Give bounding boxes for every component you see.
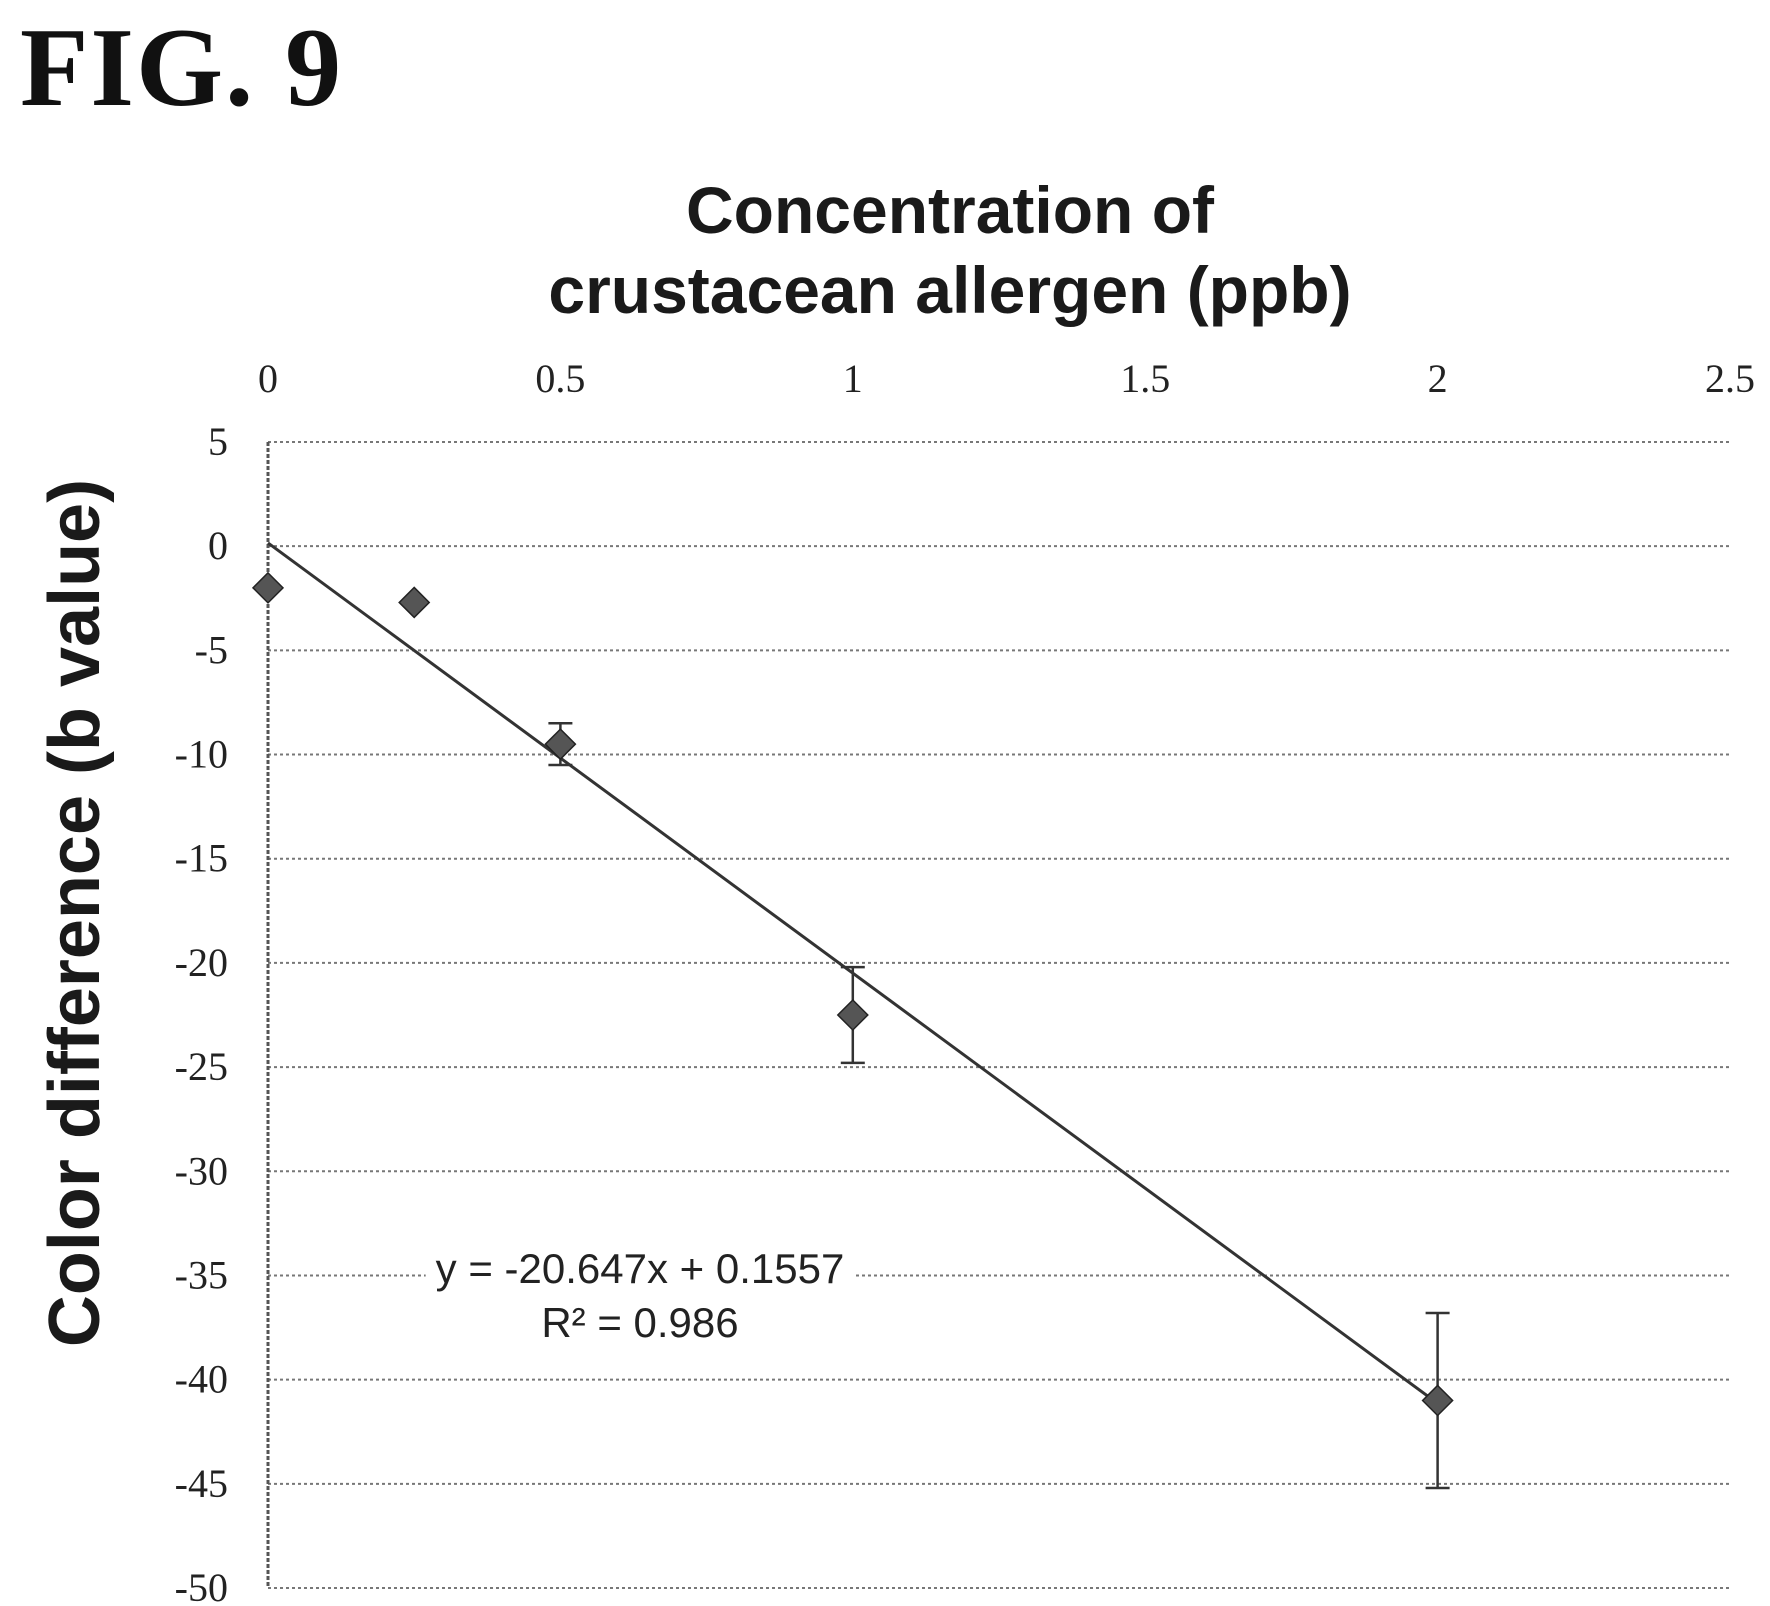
y-tick-label: -15 xyxy=(175,836,228,881)
x-tick-label: 0.5 xyxy=(535,356,585,401)
y-tick-label: -5 xyxy=(195,627,228,672)
y-tick-label: 5 xyxy=(208,419,228,464)
x-axis-title-line-1: Concentration of xyxy=(686,173,1214,247)
figure-label: FIG. 9 xyxy=(20,6,344,130)
y-tick-label: 0 xyxy=(208,523,228,568)
x-tick-label: 2 xyxy=(1428,356,1448,401)
x-tick-label: 1 xyxy=(843,356,863,401)
y-tick-label: -10 xyxy=(175,732,228,777)
data-point xyxy=(544,728,577,761)
y-tick-label: -50 xyxy=(175,1565,228,1606)
y-tick-label: -40 xyxy=(175,1357,228,1402)
x-tick-label: 2.5 xyxy=(1705,356,1755,401)
r-squared-label: R² = 0.986 xyxy=(541,1299,738,1346)
grid-layer xyxy=(268,441,1730,1589)
data-point xyxy=(1421,1384,1454,1417)
equation-background xyxy=(425,1245,855,1292)
y-tick-label: -35 xyxy=(175,1252,228,1297)
x-axis-title: Concentration of crustacean allergen (pp… xyxy=(470,170,1430,330)
y-tick-label: -30 xyxy=(175,1148,228,1193)
x-tick-label: 0 xyxy=(258,356,278,401)
data-point xyxy=(251,571,285,604)
x-tick-label: 1.5 xyxy=(1120,356,1170,401)
point-layer xyxy=(251,571,1454,1417)
x-axis-title-line-2: crustacean allergen (ppb) xyxy=(548,253,1352,327)
data-point xyxy=(398,586,431,619)
equation-background xyxy=(531,1299,749,1346)
y-tick-label: -45 xyxy=(175,1461,228,1506)
error-bar-layer xyxy=(548,722,1450,1490)
y-tick-label: -25 xyxy=(175,1044,228,1089)
data-point xyxy=(836,998,869,1032)
tick-layer: 50-5-10-15-20-25-30-35-40-45-500 0.5 1 1.5 2… xyxy=(175,356,1755,1606)
trendline-equation: y = -20.647x + 0.1557 xyxy=(436,1245,845,1292)
y-tick-label: -20 xyxy=(175,940,228,985)
